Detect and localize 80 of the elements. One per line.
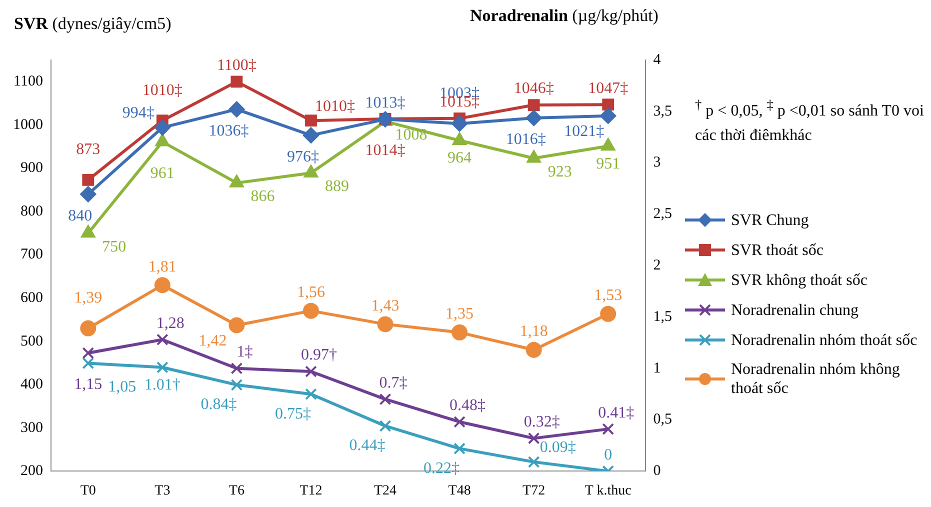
y2-tick-label: 4 [653, 52, 662, 68]
y-tick-label: 400 [20, 376, 43, 393]
x-tick-label: T0 [80, 483, 96, 498]
data-label: 1046‡ [514, 80, 554, 98]
data-label: 1016‡ [506, 131, 546, 148]
data-label: 1,42 [198, 332, 227, 350]
x-tick-label: T12 [300, 483, 322, 498]
x-tick-label: T24 [374, 483, 397, 498]
y-tick-label: 600 [20, 290, 43, 306]
legend-label: Noradrenalin chung [731, 300, 859, 320]
legend-label: SVR thoát sốc [731, 240, 824, 260]
data-label: 1,39 [74, 290, 102, 307]
data-label: 1036‡ [208, 122, 249, 140]
y2-tick-label: 1,5 [653, 308, 672, 325]
data-label: 961 [150, 165, 174, 182]
data-label: 1013‡ [365, 94, 406, 112]
text: $^{†}$ p < 0,05, $^{‡}$ p <0,01 so sánh T0 voi các thời điêmkhác [695, 96, 925, 146]
data-label: 0.7‡ [379, 374, 408, 392]
data-label: 1014‡ [365, 142, 406, 160]
legend-label: SVR Chung [731, 210, 809, 230]
data-label: 873 [76, 141, 100, 158]
data-label: 0.48‡ [450, 397, 486, 414]
y2-tick-label: 0,5 [653, 412, 672, 428]
y-tick-label: 800 [20, 203, 43, 220]
data-label: 0.09‡ [540, 439, 576, 456]
data-label: 1047‡ [588, 80, 628, 97]
y2-tick-label: 0 [653, 463, 661, 480]
data-label: 750 [102, 238, 126, 256]
data-label: 976‡ [286, 148, 319, 166]
data-label: 0.97† [300, 346, 337, 364]
data-label: 0 [604, 446, 612, 464]
data-label: 1,18 [520, 323, 548, 340]
x-tick-label: T48 [448, 483, 471, 498]
y2-tick-label: 3 [653, 154, 661, 171]
data-label: 964 [448, 150, 472, 167]
data-label: 0.44‡ [349, 437, 386, 454]
data-label: 1,53 [594, 287, 622, 304]
y-tick-label: 1000 [13, 116, 43, 133]
data-label: 994‡ [122, 104, 154, 122]
data-label: 0.41‡ [598, 404, 634, 422]
x-tick-label: T72 [522, 483, 546, 498]
y-axis-title: SVR (dynes/giây/cm5) [14, 14, 172, 34]
data-label: 1‡ [236, 344, 253, 361]
y2-tick-label: 2 [653, 258, 661, 274]
data-label: 0.84‡ [200, 396, 237, 414]
y-tick-label: 900 [20, 160, 43, 176]
data-label: 1,15 [74, 376, 102, 394]
x-tick-label: T k.thuc [584, 483, 632, 498]
y-tick-label: 1100 [14, 74, 43, 90]
data-label: 1021‡ [564, 123, 604, 140]
data-label: 1,81 [148, 258, 176, 276]
y-tick-label: 700 [20, 246, 43, 263]
data-label: 1,05 [108, 378, 136, 396]
data-label: 0.32‡ [524, 414, 560, 431]
data-label: 1,28 [156, 314, 184, 332]
data-label: 0.75‡ [274, 405, 311, 422]
y2-tick-label: 3,5 [653, 103, 672, 120]
x-tick-label: T6 [228, 483, 244, 498]
data-label: 1.01† [144, 376, 180, 394]
legend-label: Noradrenalin nhóm thoát sốc [731, 330, 918, 350]
data-label: 1,56 [296, 284, 325, 302]
data-label: 1010‡ [314, 98, 355, 115]
y2-axis-title: Noradrenalin (µg/kg/phút) [470, 6, 658, 26]
y-tick-label: 500 [20, 333, 43, 350]
legend-label: SVR không thoát sốc [731, 270, 868, 290]
y2-tick-label: 2,5 [653, 206, 672, 222]
data-label: 1,35 [446, 306, 474, 323]
data-label: 923 [548, 163, 572, 180]
data-label: 1010‡ [142, 82, 182, 99]
data-label: 1100‡ [217, 56, 256, 74]
data-label: 840 [68, 207, 92, 224]
data-label: 1,43 [371, 297, 400, 314]
y-tick-label: 200 [20, 463, 43, 480]
y-tick-label: 300 [20, 420, 43, 436]
legend-label: Noradrenalin nhóm không thoát sốc [731, 360, 901, 398]
data-label: 889 [324, 178, 349, 196]
y2-tick-label: 1 [653, 360, 661, 376]
data-label: 951 [596, 155, 620, 172]
x-tick-label: T3 [154, 483, 170, 498]
data-label: 866 [250, 188, 275, 206]
